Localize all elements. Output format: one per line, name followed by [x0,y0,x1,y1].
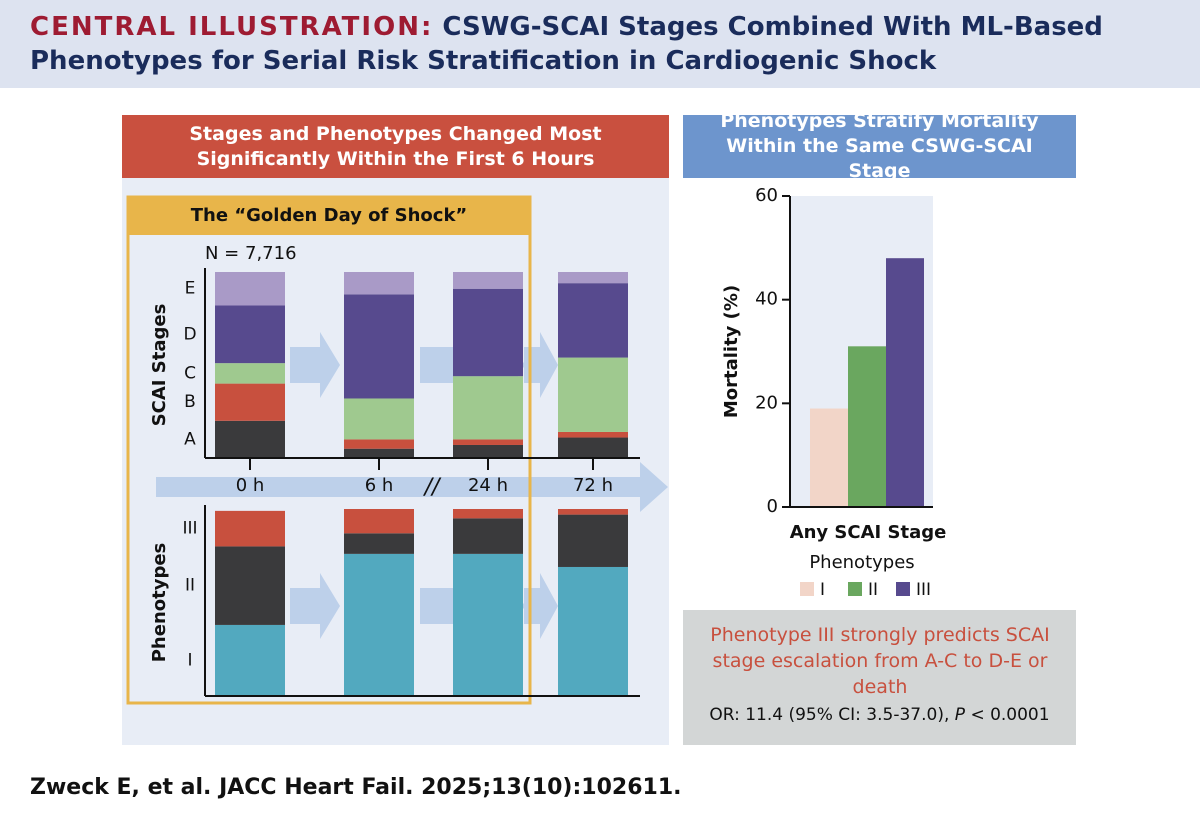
series-label: D [183,324,196,344]
bar-segment [558,283,628,358]
header: CENTRAL ILLUSTRATION: CSWG-SCAI Stages C… [0,0,1200,88]
legend-label: III [916,580,931,600]
stat-prefix: OR: 11.4 (95% CI: 3.5-37.0), [709,705,950,725]
bar-segment [215,624,285,696]
right-heading: Phenotypes Stratify Mortality Within the… [683,110,1076,182]
x-tick-label: 6 h [365,475,394,496]
citation: Zweck E, et al. JACC Heart Fail. 2025;13… [30,775,682,800]
bar-segment [344,272,414,295]
note: Phenotype III strongly predicts SCAI sta… [710,624,1050,698]
left-heading: Stages and Phenotypes Changed Most Signi… [122,115,669,178]
note-box [683,610,1076,745]
bar-segment [215,305,285,364]
bar-segment [453,376,523,440]
stat-p: P [954,705,966,725]
bar-segment [344,509,414,534]
bar [810,408,848,507]
y-axis-label: Mortality (%) [721,285,742,418]
bar-segment [215,546,285,625]
y-tick-label: 40 [755,289,778,310]
break-mark: // [423,475,442,500]
legend-label: II [868,580,878,600]
bar-segment [453,439,523,445]
bar-segment [558,509,628,515]
y-axis-label: Phenotypes [149,543,170,663]
bar-segment [344,553,414,696]
bar-segment [344,533,414,554]
series-label: C [184,363,196,383]
legend-title: Phenotypes [809,552,914,573]
bar-segment [558,514,628,567]
series-label: I [187,650,192,670]
bar-segment [558,357,628,432]
series-label: E [185,279,196,299]
bar-segment [453,288,523,377]
series-label: III [182,519,197,539]
bar-segment [453,518,523,554]
bar-segment [344,294,414,399]
legend-label: I [820,580,825,600]
series-label: II [185,576,195,596]
n-label: N = 7,716 [205,243,297,264]
y-axis-label: SCAI Stages [149,304,170,427]
header-label: CENTRAL ILLUSTRATION: [30,12,434,42]
y-tick-label: 0 [767,496,778,517]
bar [848,346,886,507]
y-tick-label: 60 [755,185,778,206]
bar-segment [453,553,523,696]
bar-segment [558,272,628,284]
legend-swatch [848,582,862,596]
bar-segment [453,272,523,289]
golden-day-title: The “Golden Day of Shock” [191,205,468,226]
bar-segment [558,566,628,696]
bar-segment [558,431,628,438]
bar-segment [215,363,285,384]
bar-segment [453,509,523,519]
bar-segment [215,510,285,547]
bar-segment [215,420,285,458]
series-label: B [184,392,196,412]
bar-segment [558,437,628,458]
golden-day-header [128,197,530,235]
legend-swatch [800,582,814,596]
header-title: CSWG-SCAI Stages Combined With ML-Based … [30,12,1103,76]
y-tick-label: 20 [755,392,778,413]
time-arrow [156,462,668,512]
x-tick-label: 72 h [573,475,613,496]
bar [886,258,924,507]
stat: OR: 11.4 (95% CI: 3.5-37.0), P < 0.0001 [683,705,1076,725]
bar-segment [344,448,414,458]
bar-segment [344,439,414,449]
stat-suffix: < 0.0001 [970,705,1050,725]
x-tick-label: 24 h [468,475,508,496]
x-tick-label: 0 h [236,475,265,496]
legend-swatch [896,582,910,596]
x-tick-label: Any SCAI Stage [790,522,947,543]
bar-segment [215,272,285,306]
bar-segment [215,383,285,421]
series-label: A [184,429,196,449]
bar-segment [453,444,523,458]
bar-segment [344,398,414,440]
